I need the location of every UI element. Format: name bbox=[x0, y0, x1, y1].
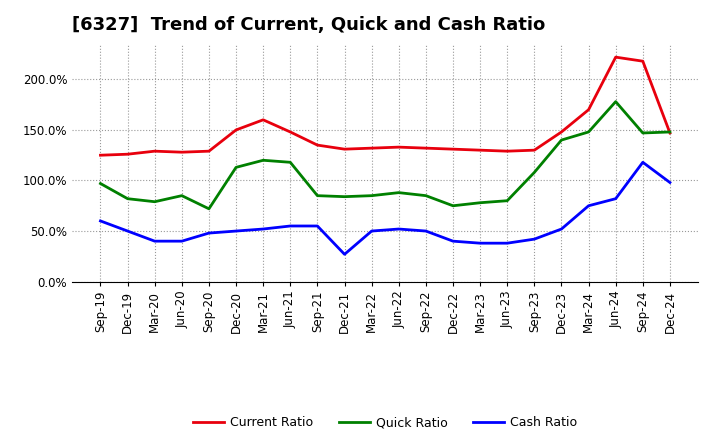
Quick Ratio bbox=[584, 129, 593, 135]
Quick Ratio bbox=[421, 193, 430, 198]
Cash Ratio bbox=[341, 252, 349, 257]
Quick Ratio bbox=[367, 193, 376, 198]
Cash Ratio bbox=[395, 227, 403, 232]
Current Ratio bbox=[584, 107, 593, 112]
Current Ratio bbox=[530, 147, 539, 153]
Current Ratio bbox=[313, 143, 322, 148]
Cash Ratio bbox=[449, 238, 457, 244]
Cash Ratio bbox=[639, 160, 647, 165]
Text: [6327]  Trend of Current, Quick and Cash Ratio: [6327] Trend of Current, Quick and Cash … bbox=[72, 16, 545, 34]
Quick Ratio bbox=[313, 193, 322, 198]
Quick Ratio bbox=[178, 193, 186, 198]
Current Ratio bbox=[476, 147, 485, 153]
Quick Ratio bbox=[341, 194, 349, 199]
Current Ratio bbox=[421, 146, 430, 151]
Line: Current Ratio: Current Ratio bbox=[101, 57, 670, 155]
Line: Cash Ratio: Cash Ratio bbox=[101, 162, 670, 254]
Current Ratio bbox=[286, 129, 294, 135]
Quick Ratio bbox=[503, 198, 511, 203]
Cash Ratio bbox=[150, 238, 159, 244]
Cash Ratio bbox=[123, 228, 132, 234]
Cash Ratio bbox=[503, 241, 511, 246]
Cash Ratio bbox=[96, 218, 105, 224]
Current Ratio bbox=[665, 130, 674, 136]
Current Ratio bbox=[639, 59, 647, 64]
Cash Ratio bbox=[557, 227, 566, 232]
Quick Ratio bbox=[150, 199, 159, 204]
Current Ratio bbox=[96, 153, 105, 158]
Cash Ratio bbox=[259, 227, 268, 232]
Quick Ratio bbox=[476, 200, 485, 205]
Quick Ratio bbox=[557, 137, 566, 143]
Quick Ratio bbox=[639, 130, 647, 136]
Cash Ratio bbox=[476, 241, 485, 246]
Quick Ratio bbox=[123, 196, 132, 202]
Line: Quick Ratio: Quick Ratio bbox=[101, 102, 670, 209]
Current Ratio bbox=[259, 117, 268, 122]
Legend: Current Ratio, Quick Ratio, Cash Ratio: Current Ratio, Quick Ratio, Cash Ratio bbox=[188, 411, 582, 434]
Quick Ratio bbox=[665, 129, 674, 135]
Quick Ratio bbox=[449, 203, 457, 209]
Quick Ratio bbox=[96, 181, 105, 186]
Cash Ratio bbox=[421, 228, 430, 234]
Quick Ratio bbox=[204, 206, 213, 212]
Current Ratio bbox=[611, 55, 620, 60]
Cash Ratio bbox=[232, 228, 240, 234]
Current Ratio bbox=[232, 127, 240, 132]
Cash Ratio bbox=[611, 196, 620, 202]
Cash Ratio bbox=[204, 231, 213, 236]
Current Ratio bbox=[178, 150, 186, 155]
Quick Ratio bbox=[259, 158, 268, 163]
Quick Ratio bbox=[395, 190, 403, 195]
Current Ratio bbox=[503, 149, 511, 154]
Current Ratio bbox=[395, 144, 403, 150]
Cash Ratio bbox=[665, 180, 674, 185]
Cash Ratio bbox=[584, 203, 593, 209]
Current Ratio bbox=[557, 129, 566, 135]
Current Ratio bbox=[449, 147, 457, 152]
Quick Ratio bbox=[286, 160, 294, 165]
Cash Ratio bbox=[313, 224, 322, 229]
Quick Ratio bbox=[530, 170, 539, 175]
Current Ratio bbox=[341, 147, 349, 152]
Cash Ratio bbox=[530, 236, 539, 242]
Quick Ratio bbox=[611, 99, 620, 104]
Cash Ratio bbox=[367, 228, 376, 234]
Current Ratio bbox=[204, 149, 213, 154]
Cash Ratio bbox=[286, 224, 294, 229]
Current Ratio bbox=[123, 151, 132, 157]
Cash Ratio bbox=[178, 238, 186, 244]
Current Ratio bbox=[367, 146, 376, 151]
Current Ratio bbox=[150, 149, 159, 154]
Quick Ratio bbox=[232, 165, 240, 170]
